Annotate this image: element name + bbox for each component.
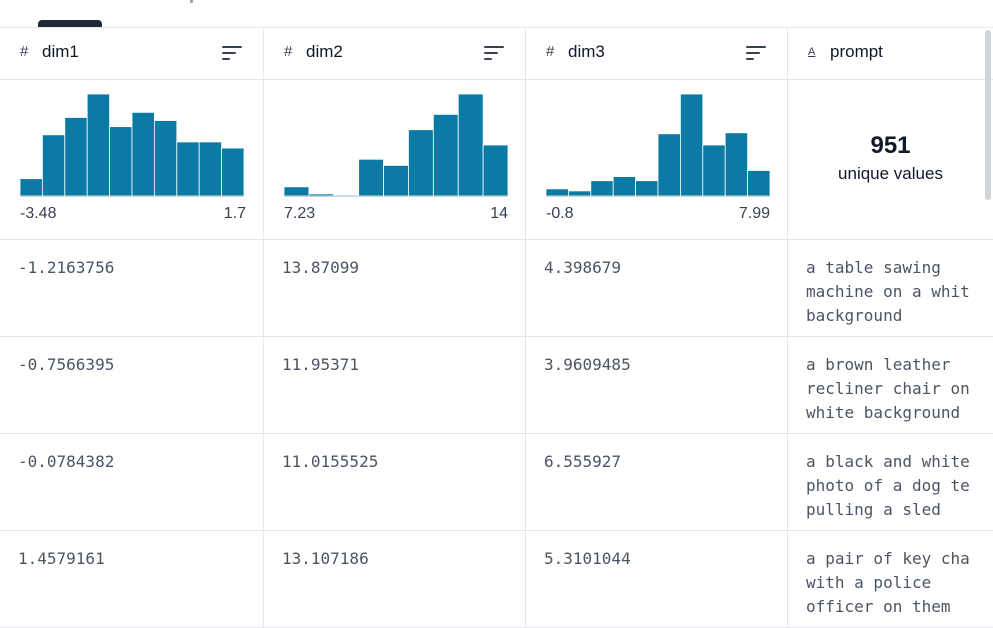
table-cell[interactable]: a table sawing machine on a whit backgro… — [788, 240, 993, 337]
column-name: prompt — [830, 42, 883, 61]
column-dim1: # dim1 -3.48 1.7 -1.2163756 -0.7566395 -… — [0, 28, 264, 628]
table-cell[interactable]: 6.555927 — [526, 434, 788, 531]
sort-icon[interactable] — [222, 46, 242, 62]
unique-label: unique values — [838, 164, 943, 183]
histogram-bar[interactable] — [679, 93, 704, 197]
histogram-max-label: 7.99 — [738, 205, 770, 222]
histogram-min-label: 7.23 — [284, 205, 316, 222]
column-stats: -3.48 1.7 — [0, 80, 264, 240]
histogram-bar[interactable] — [109, 126, 133, 197]
string-type-icon: A — [808, 46, 816, 58]
histogram[interactable] — [20, 92, 244, 198]
column-dim2: # dim2 7.23 14 13.87099 11.95371 11.0155… — [263, 28, 526, 628]
histogram-bar[interactable] — [221, 147, 244, 197]
number-type-icon: # — [284, 43, 293, 60]
table-cell[interactable]: 1.4579161 — [0, 531, 264, 628]
histogram-bar[interactable] — [20, 178, 43, 197]
histogram-bar[interactable] — [153, 120, 178, 197]
table-cell[interactable]: 13.107186 — [264, 531, 526, 628]
table-cell[interactable]: -1.2163756 — [0, 240, 264, 337]
column-name: dim1 — [42, 42, 79, 61]
histogram-bar[interactable] — [333, 194, 360, 197]
histogram-bar[interactable] — [482, 144, 508, 197]
table-cell[interactable]: 11.0155525 — [264, 434, 526, 531]
histogram-max-label: 14 — [490, 205, 508, 222]
vertical-scrollbar[interactable] — [985, 30, 991, 200]
histogram-bar[interactable] — [590, 180, 614, 197]
tab-separator — [190, 0, 193, 3]
histogram-bar[interactable] — [131, 111, 155, 197]
histogram-bar[interactable] — [358, 158, 384, 197]
histogram-bar[interactable] — [747, 170, 770, 197]
histogram-bar[interactable] — [383, 165, 409, 197]
histogram-bar[interactable] — [724, 132, 748, 197]
histogram-bar[interactable] — [308, 193, 335, 197]
histogram-bar[interactable] — [41, 134, 66, 197]
active-tab-indicator[interactable] — [38, 20, 102, 28]
histogram-bar[interactable] — [457, 93, 484, 197]
column-stats: 7.23 14 — [264, 80, 526, 240]
histogram-min-label: -0.8 — [546, 205, 574, 222]
histogram[interactable] — [546, 92, 770, 198]
histogram-bar[interactable] — [546, 188, 569, 197]
column-stats: -0.8 7.99 — [526, 80, 788, 240]
histogram-bar[interactable] — [176, 141, 200, 197]
histogram-bar[interactable] — [198, 141, 222, 197]
column-stats: 951 unique values — [788, 80, 993, 240]
table-cell[interactable]: 11.95371 — [264, 337, 526, 434]
number-type-icon: # — [546, 43, 555, 60]
histogram-bar[interactable] — [432, 113, 459, 197]
table-cell[interactable]: 4.398679 — [526, 240, 788, 337]
histogram-max-label: 1.7 — [223, 205, 246, 222]
number-type-icon: # — [20, 43, 29, 60]
table-cell[interactable]: a brown leather recliner chair on white … — [788, 337, 993, 434]
histogram-bar[interactable] — [702, 144, 726, 197]
table-cell[interactable]: -0.0784382 — [0, 434, 264, 531]
histogram-bar[interactable] — [635, 180, 659, 197]
table-cell[interactable]: 13.87099 — [264, 240, 526, 337]
column-name: dim2 — [306, 42, 343, 61]
histogram-bar[interactable] — [64, 117, 88, 197]
column-prompt: A prompt 951 unique values a table sawin… — [787, 28, 993, 628]
histogram-bar[interactable] — [612, 176, 636, 197]
histogram-bar[interactable] — [657, 133, 681, 197]
histogram-min-label: -3.48 — [20, 205, 57, 222]
column-header[interactable]: # dim1 — [0, 28, 264, 80]
histogram-bar[interactable] — [567, 190, 592, 197]
unique-count: 951 — [870, 132, 911, 159]
column-header[interactable]: # dim3 — [526, 28, 788, 80]
column-header[interactable]: # dim2 — [264, 28, 526, 80]
table-cell[interactable]: a black and white photo of a dog te pull… — [788, 434, 993, 531]
top-toolbar — [0, 0, 993, 28]
table-cell[interactable]: -0.7566395 — [0, 337, 264, 434]
table-cell[interactable]: a pair of key cha with a police officer … — [788, 531, 993, 628]
data-table: # dim1 -3.48 1.7 -1.2163756 -0.7566395 -… — [0, 27, 993, 628]
histogram[interactable] — [284, 92, 508, 198]
histogram-bar[interactable] — [86, 93, 110, 197]
column-header[interactable]: A prompt — [788, 28, 993, 80]
sort-icon[interactable] — [746, 46, 766, 62]
sort-icon[interactable] — [484, 46, 504, 62]
column-name: dim3 — [568, 42, 605, 61]
histogram-bar[interactable] — [284, 186, 310, 197]
table-cell[interactable]: 5.3101044 — [526, 531, 788, 628]
column-dim3: # dim3 -0.8 7.99 4.398679 3.9609485 6.55… — [525, 28, 788, 628]
histogram-bar[interactable] — [408, 129, 434, 197]
table-cell[interactable]: 3.9609485 — [526, 337, 788, 434]
